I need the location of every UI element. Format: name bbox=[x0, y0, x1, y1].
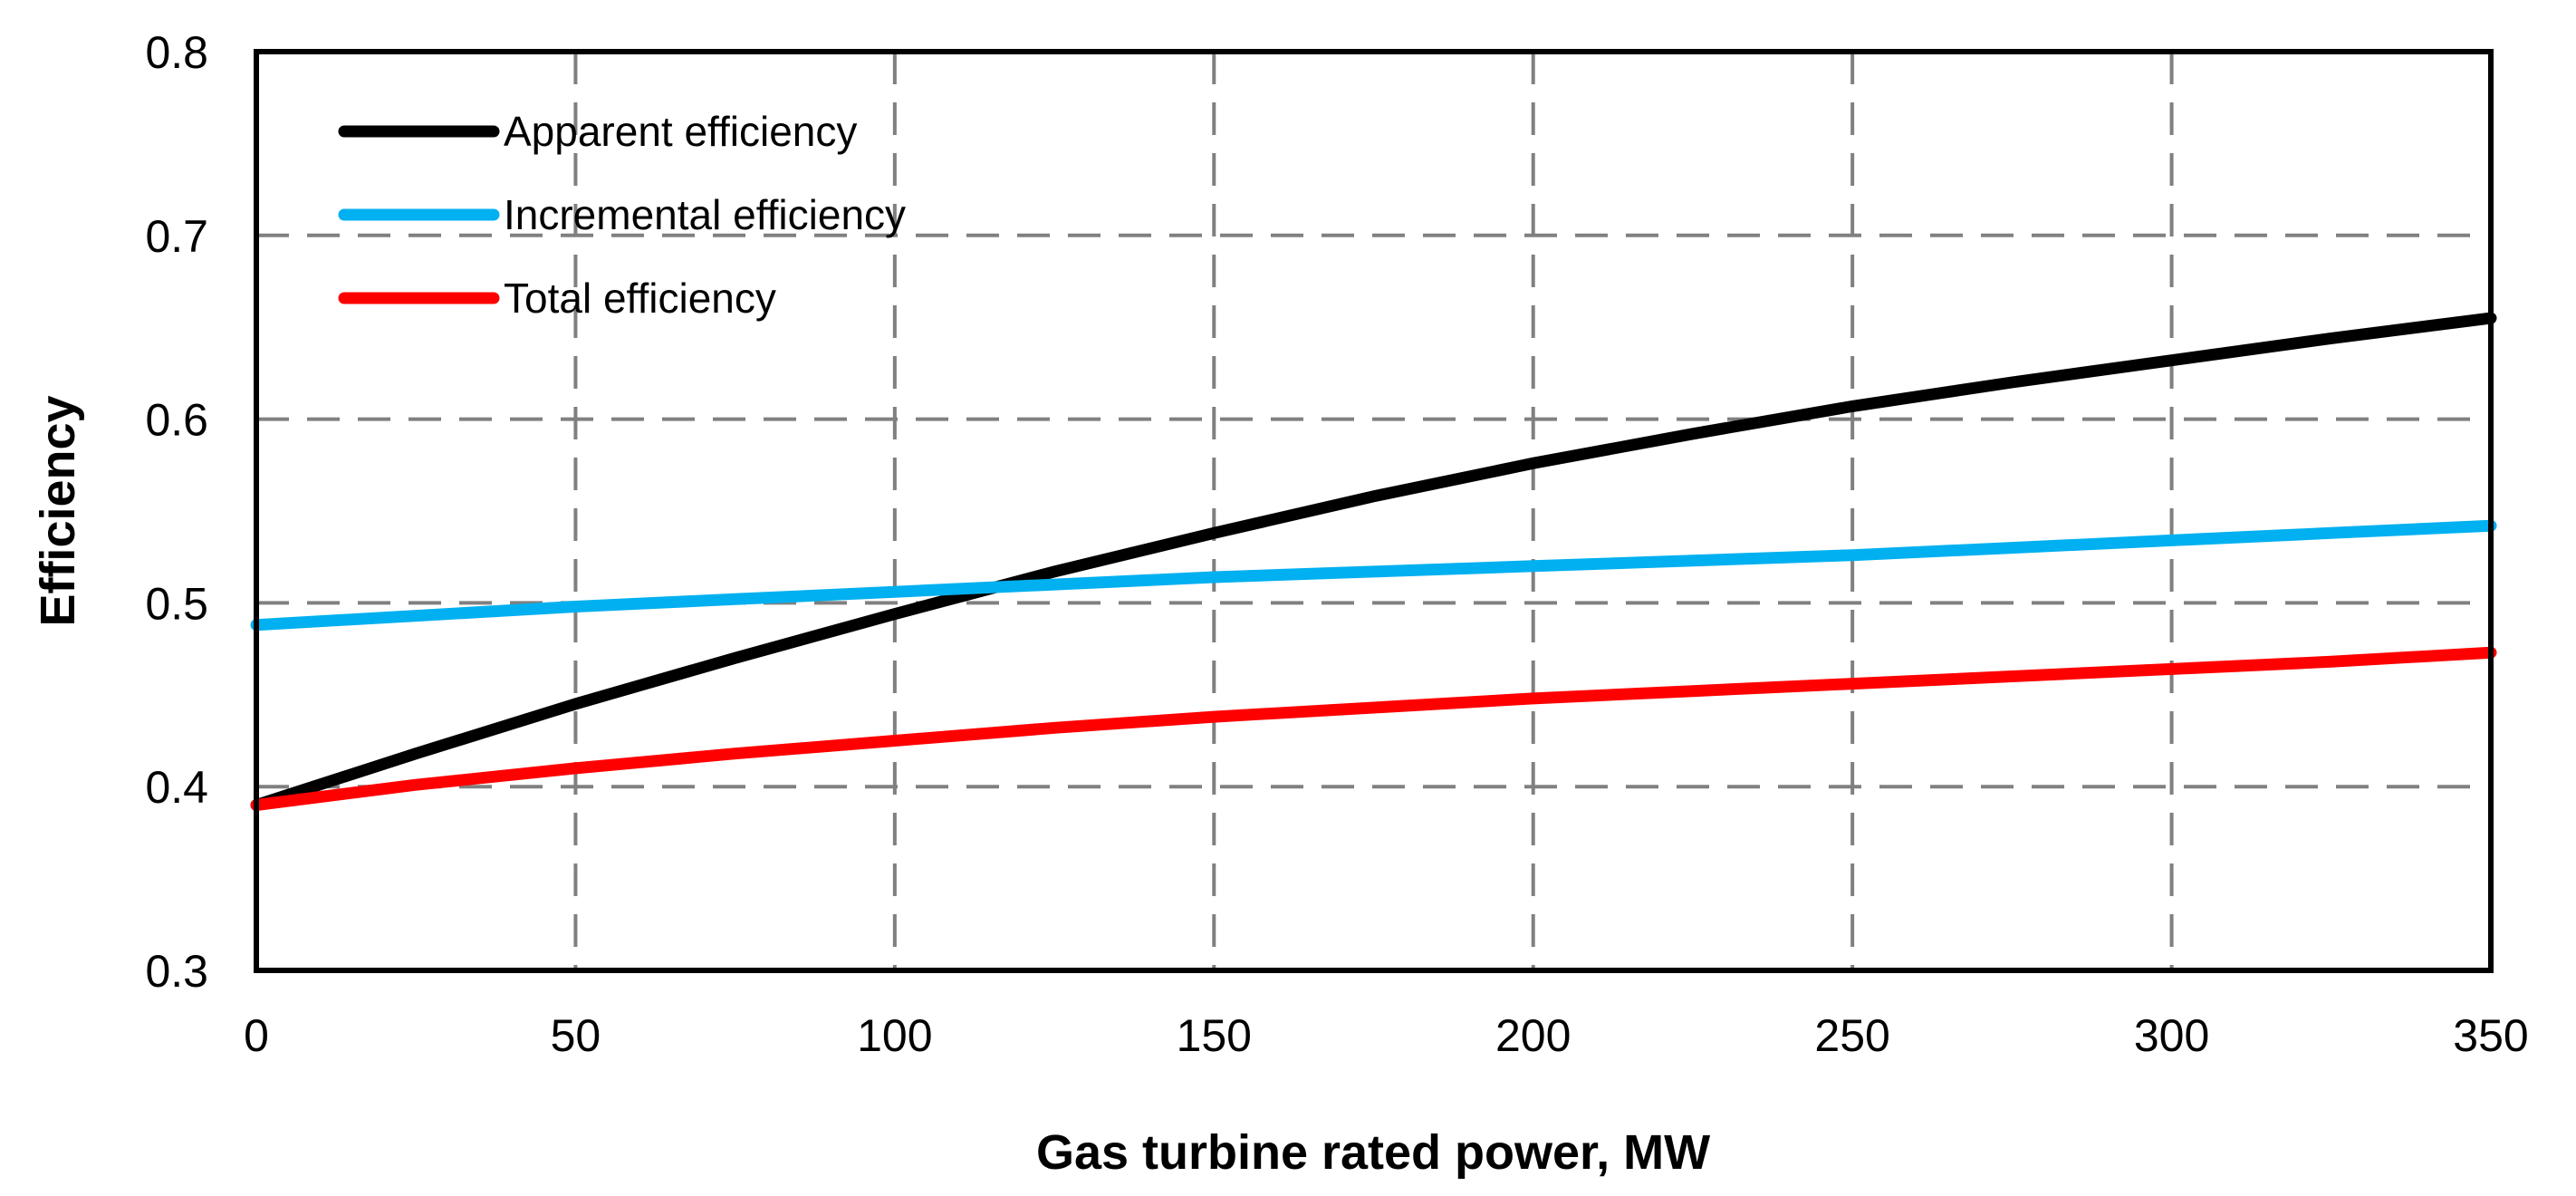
grid-lines bbox=[256, 52, 2491, 970]
x-tick-label: 300 bbox=[2134, 1010, 2209, 1061]
y-axis-title: Efficiency bbox=[31, 395, 85, 626]
x-tick-label: 50 bbox=[551, 1010, 601, 1061]
series-lines bbox=[250, 312, 2497, 811]
plot-area-frame bbox=[254, 49, 2494, 973]
x-tick-label: 350 bbox=[2453, 1010, 2528, 1061]
y-axis-ticks: 0.3 0.4 0.5 0.6 0.7 0.8 bbox=[145, 27, 208, 997]
y-tick-label: 0.5 bbox=[145, 578, 208, 629]
x-tick-label: 150 bbox=[1177, 1010, 1252, 1061]
x-axis-title: Gas turbine rated power, MW bbox=[1036, 1125, 1710, 1180]
series-line-2 bbox=[250, 646, 2497, 811]
x-tick-label: 100 bbox=[857, 1010, 932, 1061]
x-tick-label: 200 bbox=[1495, 1010, 1571, 1061]
legend-label: Total efficiency bbox=[504, 275, 776, 322]
y-tick-label: 0.8 bbox=[145, 27, 208, 78]
y-tick-label: 0.4 bbox=[145, 762, 208, 813]
series-line-0 bbox=[250, 312, 2497, 811]
series-line-1 bbox=[250, 519, 2497, 632]
legend: Apparent efficiency Incremental efficienc… bbox=[338, 108, 906, 322]
x-tick-label: 250 bbox=[1814, 1010, 1889, 1061]
y-tick-label: 0.6 bbox=[145, 395, 208, 446]
x-tick-label: 0 bbox=[244, 1010, 269, 1061]
legend-item: Total efficiency bbox=[338, 275, 776, 322]
y-tick-label: 0.3 bbox=[145, 946, 208, 997]
legend-item: Incremental efficiency bbox=[338, 191, 906, 238]
x-axis-ticks: 0 50 100 150 200 250 300 350 bbox=[244, 1010, 2529, 1061]
legend-label: Apparent efficiency bbox=[504, 108, 857, 155]
y-tick-label: 0.7 bbox=[145, 211, 208, 262]
legend-item: Apparent efficiency bbox=[338, 108, 857, 155]
legend-label: Incremental efficiency bbox=[504, 191, 906, 238]
